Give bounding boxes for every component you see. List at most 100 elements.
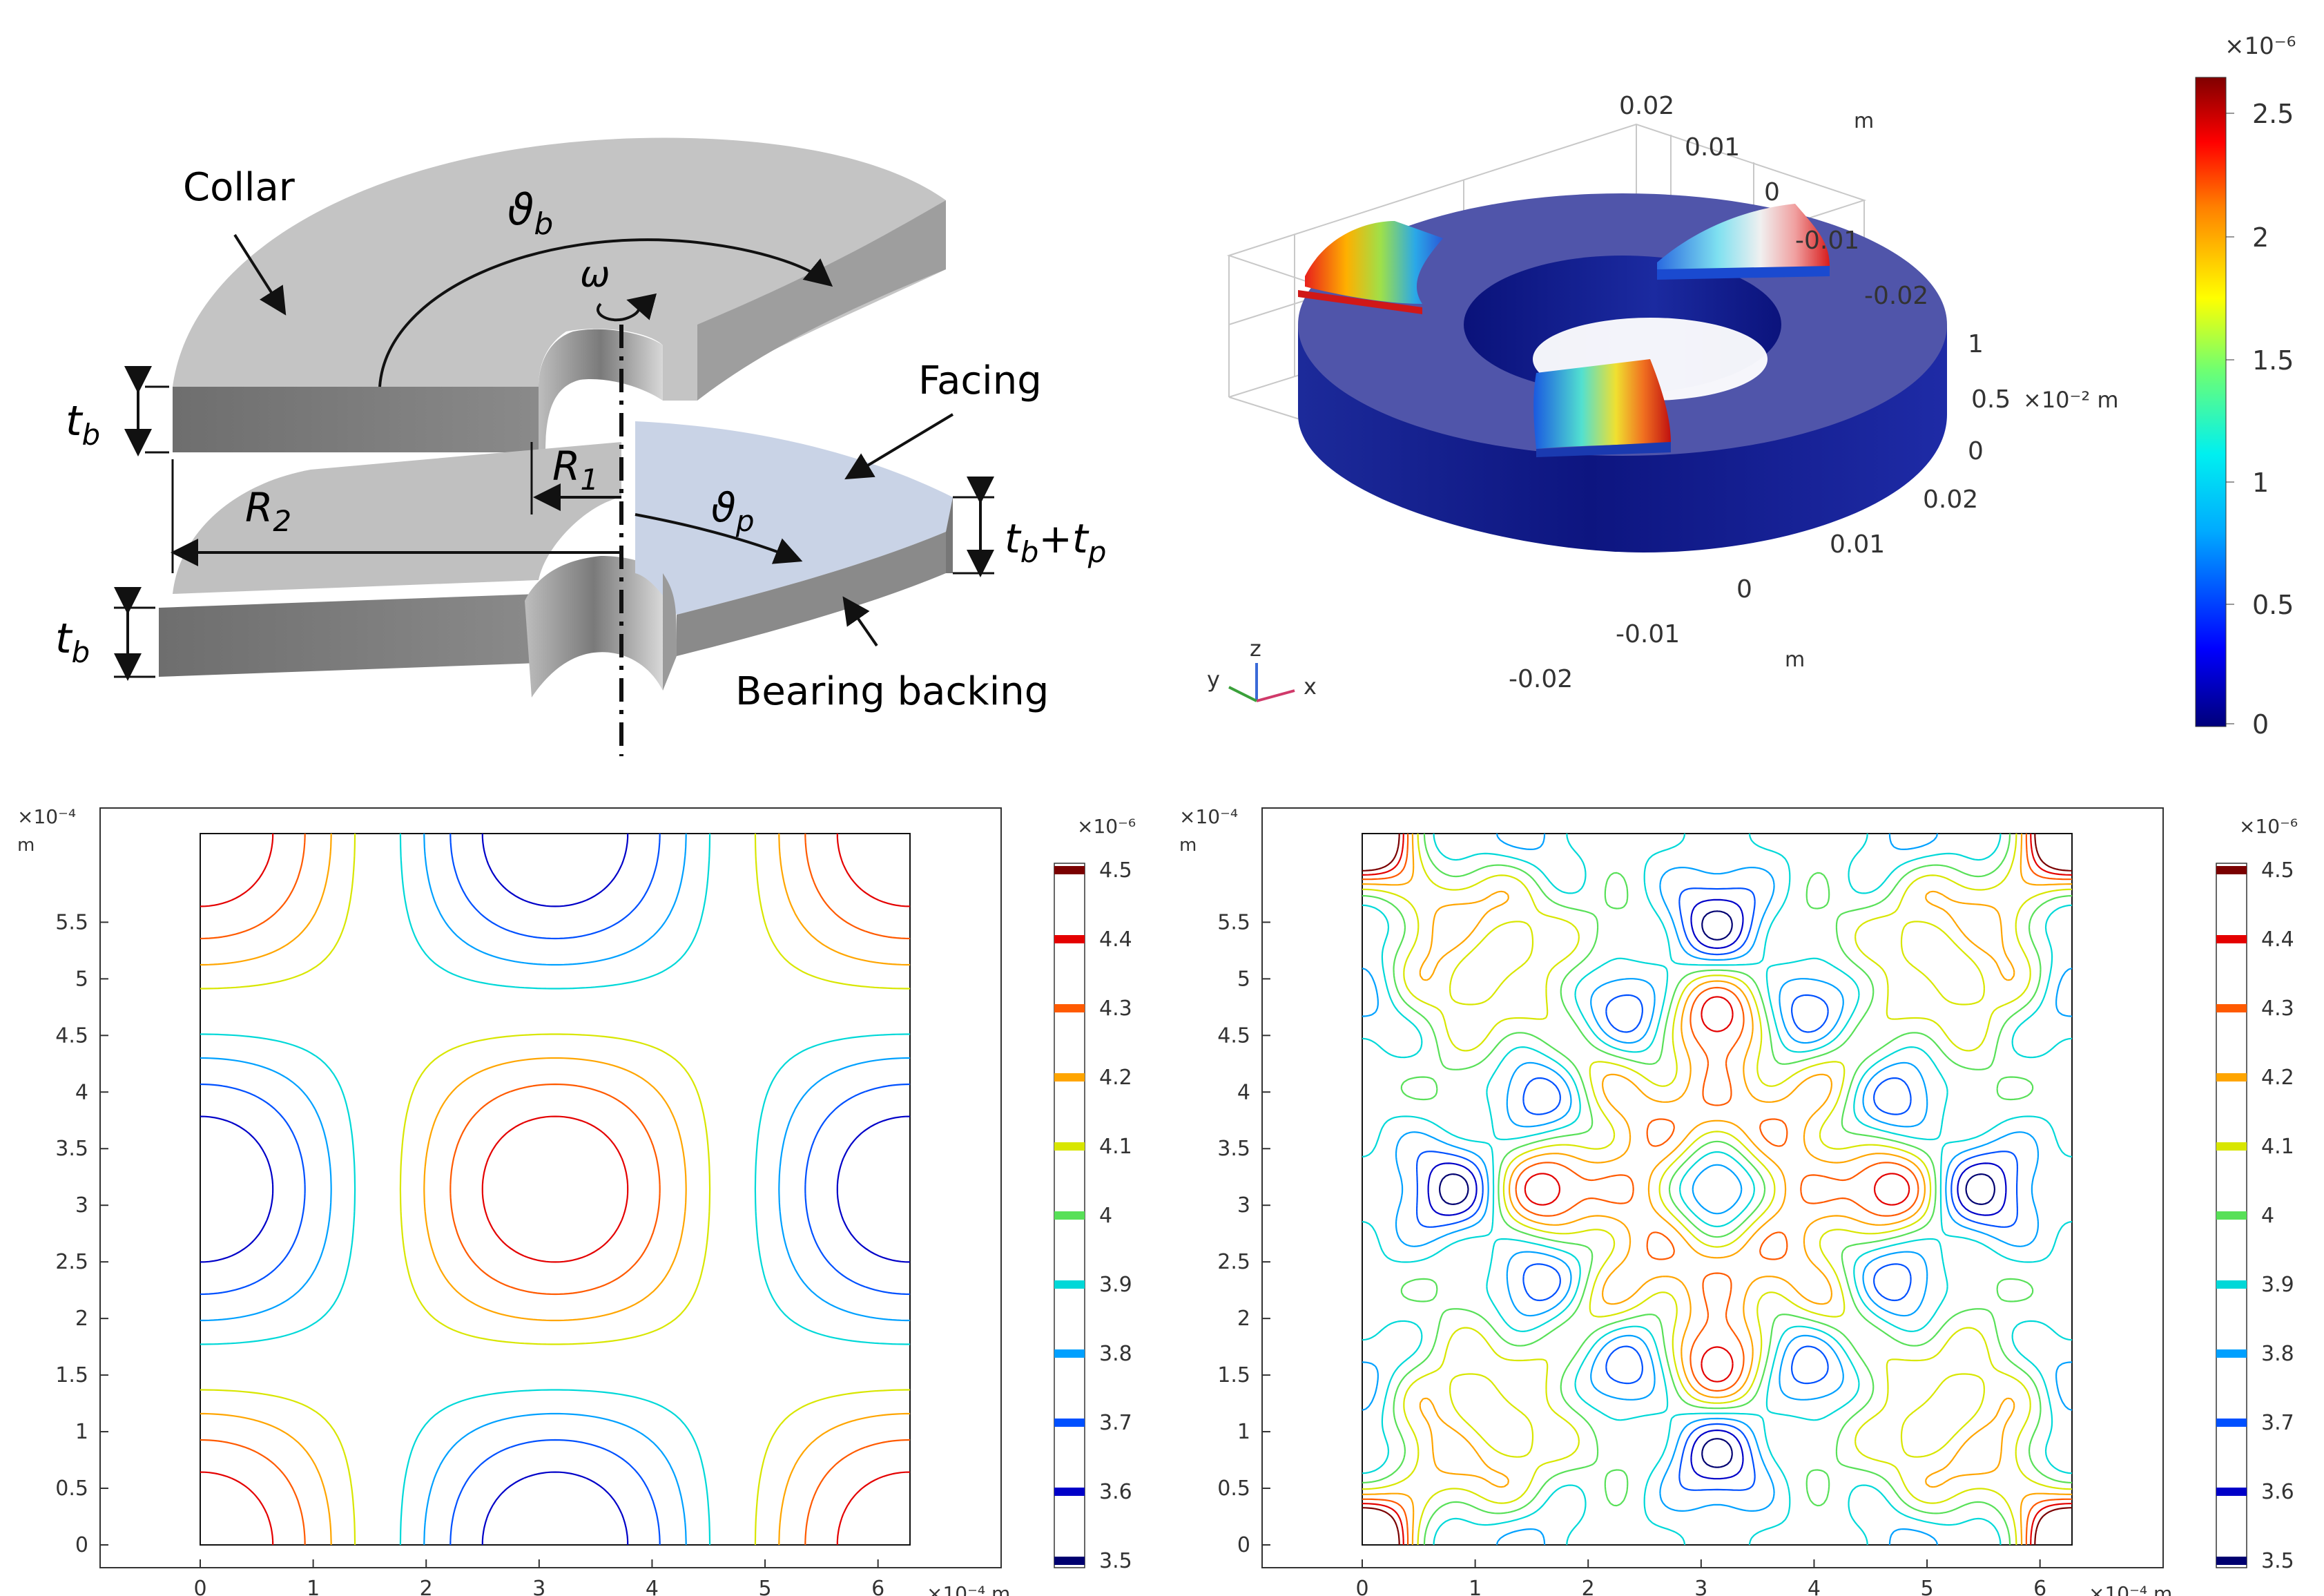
collar-label: Collar: [183, 165, 296, 210]
colorbar-level-label: 4.2: [1099, 1066, 1132, 1090]
x-tick-label: 3: [532, 1577, 545, 1596]
y-tick-label: 2.5: [1217, 1250, 1250, 1274]
colorbar-level-label: 3.5: [2261, 1549, 2294, 1573]
contour-right-svg: ×10⁻⁴ m 5.5 5 4.5 4 3.5 3 2.5 2 1.5 1 0.5 0 0 1 2 3 4 5 6…: [1179, 805, 2298, 1596]
collar-plate: [173, 137, 946, 452]
colorbar-level-label: 4.4: [1099, 927, 1132, 952]
x-tick-label: 6: [871, 1577, 884, 1596]
colorbar-level-label: 3.9: [1099, 1273, 1132, 1297]
svg-text:0.5: 0.5: [1971, 385, 2011, 414]
top-ticks: 0.02 0.01 0 -0.01 -0.02: [1619, 92, 1928, 310]
colorbar-right: 4.5 4.4 4.3 4.2 4.1 4 3.9 3.8 3.7 3.6 3.5: [2216, 858, 2294, 1573]
contour-level-3.6: [1427, 898, 2007, 1480]
colorbar-level-swatch: [1054, 1004, 1085, 1012]
contour-level-4.4: [1362, 833, 2073, 1546]
y-tick-label: 5.5: [1217, 910, 1250, 934]
contour-level-4.5: [1362, 833, 2073, 1546]
svg-text:z: z: [1250, 635, 1261, 662]
omega-arrow: [597, 293, 657, 322]
colorbar-level-label: 3.7: [2261, 1411, 2294, 1435]
colorbar-level-swatch: [2216, 1557, 2247, 1565]
plot-domain: [1362, 833, 2073, 1546]
colorbar-level-swatch: [2216, 1073, 2247, 1081]
r1-label: R1: [552, 443, 599, 497]
y-tick-label: 0.5: [1217, 1477, 1250, 1501]
colorbar-level-label: 3.5: [1099, 1549, 1132, 1573]
x-tick-label: 5: [1921, 1577, 1934, 1596]
contour-level-4.3: [200, 833, 911, 1546]
colorbar-level-label: 3.6: [2261, 1480, 2294, 1504]
y-tick-label: 4.5: [1217, 1023, 1250, 1048]
colorbar-level-swatch: [2216, 1142, 2247, 1151]
y-tick-label: 5.5: [55, 910, 88, 934]
y-tick-label: 2.5: [55, 1250, 88, 1274]
svg-text:0: 0: [2252, 709, 2269, 740]
y-tick-labels: 5.5 5 4.5 4 3.5 3 2.5 2 1.5 1 0.5 0: [55, 910, 108, 1557]
colorbar-level-label: 4.5: [1099, 858, 1132, 883]
contour-level-3.9: [1362, 833, 2073, 1546]
theta-p-label: ϑp: [711, 484, 755, 538]
y-tick-label: 0: [1237, 1533, 1250, 1557]
colorbar-level-swatch: [2216, 1488, 2247, 1496]
z-ticks: 1 0.5 0: [1968, 330, 2011, 465]
colorbar-exponent: ×10⁻⁶: [2239, 815, 2298, 838]
pad-3: [1533, 359, 1671, 457]
svg-text:0.02: 0.02: [1923, 485, 1978, 514]
x-tick-labels: 0 1 2 3 4 5 6: [1355, 1559, 2046, 1596]
contour-level-3.7: [200, 833, 911, 1546]
y-tick-label: 3: [75, 1193, 88, 1218]
x-tick-label: 4: [1808, 1577, 1821, 1596]
colorbar-level-swatch: [2216, 1211, 2247, 1220]
bearing-pad: [635, 421, 953, 691]
backing-arrow: [842, 596, 878, 647]
tb-top-label: tb: [66, 397, 100, 452]
svg-text:0.01: 0.01: [1685, 133, 1740, 162]
contour-level-3.9: [200, 833, 910, 1546]
y-tick-label: 5: [1237, 967, 1250, 991]
theta-b-label: ϑb: [507, 184, 553, 242]
colorbar-level-label: 4.3: [1099, 997, 1132, 1021]
unit-label-front: m: [1785, 648, 1805, 672]
svg-text:-0.01: -0.01: [1616, 620, 1680, 648]
svg-text:×10⁻⁶: ×10⁻⁶: [2225, 32, 2296, 60]
bearing-schematic: ω ϑb Collar Facing Bearing backing ϑp R1…: [0, 0, 1174, 767]
unit-label-top: m: [1854, 109, 1874, 133]
x-tick-label: 1: [307, 1577, 320, 1596]
pad-2: [1657, 204, 1830, 280]
contour-left-svg: ×10⁻⁴ m 5.5 5 4.5 4 3.5 3 2.5 2 1.5 1 0.5 0 0 1 2 3 4 5 6…: [17, 805, 1136, 1596]
svg-text:1: 1: [1968, 330, 1984, 358]
y-tick-label: 4.5: [55, 1023, 88, 1048]
tb-bottom-label: tb: [55, 615, 90, 669]
x-tick-label: 4: [646, 1577, 659, 1596]
x-exponent: ×10⁻⁴ m: [2089, 1582, 2172, 1596]
svg-text:1: 1: [2252, 468, 2269, 498]
facing-label: Facing: [918, 358, 1042, 403]
colorbar-level-swatch: [2216, 1280, 2247, 1289]
x-tick-label: 3: [1694, 1577, 1707, 1596]
y-tick-label: 4: [1237, 1080, 1250, 1104]
colorbar-level-label: 3.8: [2261, 1342, 2294, 1366]
y-tick-label: 2: [75, 1307, 88, 1331]
colorbar-exponent: ×10⁻⁶: [1077, 815, 1136, 838]
y-tick-label: 3.5: [55, 1137, 88, 1161]
colorbar-level-swatch: [1054, 1211, 1085, 1220]
colorbar-left: 4.5 4.4 4.3 4.2 4.1 4 3.9 3.8 3.7 3.6 3.5: [1054, 858, 1132, 1573]
colorbar-level-swatch: [1054, 1419, 1085, 1427]
contour-lines: [200, 833, 911, 1546]
svg-text:y: y: [1207, 666, 1220, 693]
svg-text:-0.01: -0.01: [1795, 227, 1859, 255]
colorbar-3d: ×10⁻⁶ 2.5 2 1.5 1 0.5 0: [2195, 32, 2296, 740]
y-tick-label: 1: [1237, 1420, 1250, 1444]
y-tick-label: 5: [75, 967, 88, 991]
colorbar-level-swatch: [1054, 1557, 1085, 1565]
svg-text:0: 0: [1968, 437, 1984, 465]
colorbar-level-swatch: [1054, 866, 1085, 874]
colorbar-level-label: 3.8: [1099, 1342, 1132, 1366]
svg-text:0: 0: [1736, 575, 1752, 604]
contour-level-3.5: [1439, 910, 1995, 1468]
svg-text:0: 0: [1764, 178, 1780, 206]
colorbar-level-swatch: [1054, 935, 1085, 943]
colorbar-level-swatch: [2216, 1004, 2247, 1012]
colorbar-level-label: 4.1: [1099, 1135, 1132, 1159]
contour-level-3.8: [200, 833, 910, 1546]
